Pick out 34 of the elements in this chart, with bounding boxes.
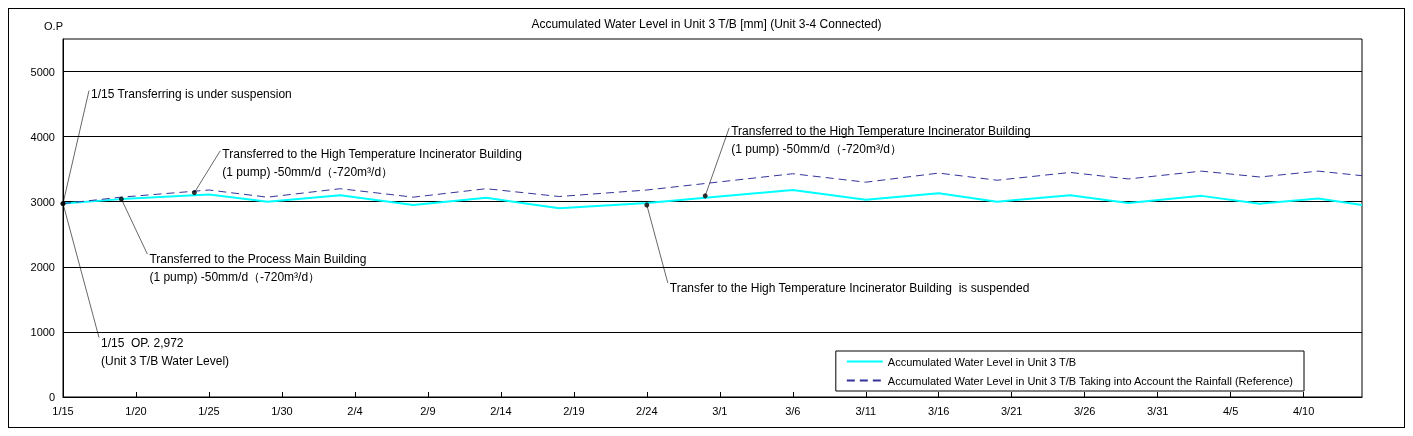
x-tick-label: 1/25 [198,404,220,417]
x-tick-label: 1/15 [52,404,74,417]
x-tick-label: 2/9 [420,404,436,417]
x-tick-label: 3/26 [1073,404,1096,417]
legend-label: Accumulated Water Level in Unit 3 T/B Taking into Account the Rainfall (Reference) [887,374,1293,387]
x-tick-label: 2/4 [347,404,363,417]
annotation: Transferred to the High Temperature Incinerator Building (1 pump) -50mm/d（-720m³/d） [222,146,522,179]
x-tick-label: 3/31 [1146,404,1169,417]
y-tick-label: 2000 [30,260,55,273]
y-tick-label: 0 [48,391,55,403]
annotation: Transferred to the Process Main Building (1 pump) -50mm/d（-720m³/d） [149,252,367,285]
x-tick-label: 3/21 [1001,404,1023,417]
x-tick-label: 3/1 [712,404,728,417]
annotation: Transfer to the High Temperature Incinerator Building is suspended [669,280,1030,295]
y-tick-label: 1000 [30,325,55,338]
chart-title: Accumulated Water Level in Unit 3 T/B [mm] (Unit 3-4 Connected) [531,17,882,31]
y-axis-title: O.P [44,19,63,32]
x-tick-label: 3/16 [928,404,950,417]
legend-label: Accumulated Water Level in Unit 3 T/B [887,355,1077,368]
x-tick-label: 4/5 [1222,404,1239,417]
annotation: 1/15 OP. 2,972 (Unit 3 T/B Water Level) [101,335,230,368]
y-tick-label: 5000 [30,65,55,78]
annotation: 1/15 Transferring is under suspension [91,86,292,101]
x-tick-label: 2/14 [490,404,512,417]
x-tick-label: 1/20 [125,404,147,417]
x-tick-label: 4/10 [1292,404,1315,417]
y-tick-label: 3000 [30,195,55,208]
x-tick-label: 3/11 [855,404,877,417]
x-tick-label: 2/19 [563,404,585,417]
y-tick-label: 4000 [30,130,55,143]
x-tick-label: 1/30 [271,404,293,417]
x-tick-label: 3/6 [785,404,801,417]
x-tick-label: 2/24 [636,404,658,417]
annotation: Transferred to the High Temperature Incinerator Building (1 pump) -50mm/d（-720m³/d） [731,123,1031,156]
